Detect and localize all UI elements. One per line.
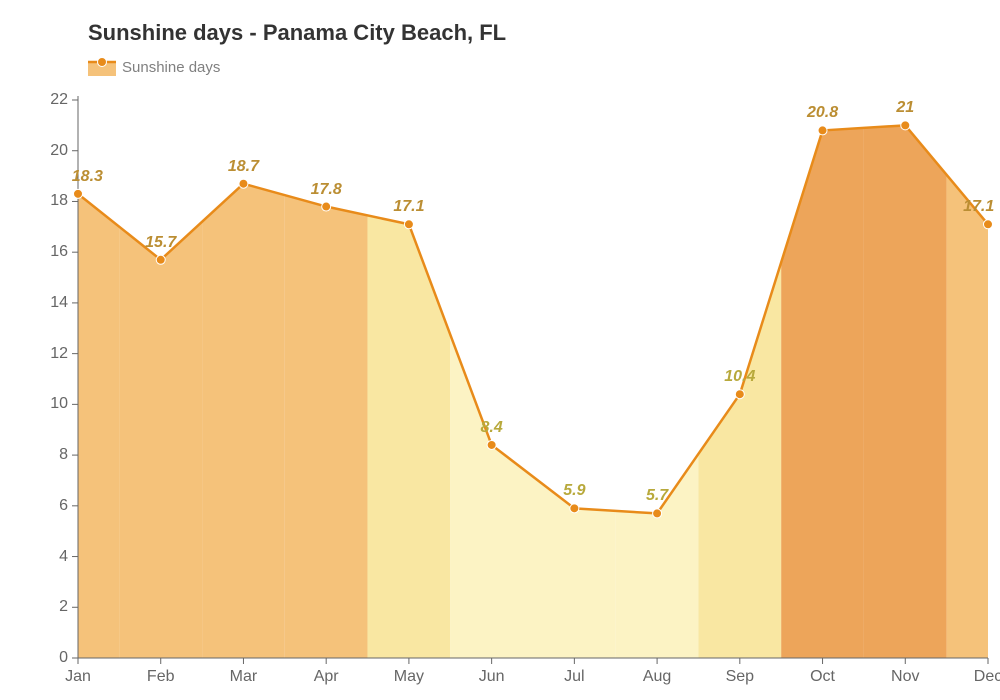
y-tick-label: 8 [30,446,68,464]
plot-area [0,0,1000,700]
y-tick-label: 14 [30,294,68,312]
x-tick-label: Aug [643,668,671,686]
y-tick-label: 18 [30,192,68,210]
data-point-label: 18.7 [228,158,259,176]
x-tick-label: Jul [564,668,584,686]
chart-container: Sunshine days - Panama City Beach, FL Su… [0,0,1000,700]
x-tick-label: Nov [891,668,919,686]
x-tick-label: Sep [726,668,754,686]
data-point-label: 20.8 [807,104,838,122]
x-tick-label: Jun [479,668,505,686]
y-tick-label: 4 [30,548,68,566]
data-point-label: 17.1 [963,198,994,216]
y-tick-label: 2 [30,598,68,616]
data-point-label: 5.9 [563,482,585,500]
x-tick-label: Dec [974,668,1000,686]
data-point-label: 8.4 [481,419,503,437]
y-tick-label: 0 [30,649,68,667]
y-tick-label: 16 [30,243,68,261]
data-point-label: 17.8 [311,181,342,199]
x-tick-label: Jan [65,668,91,686]
y-tick-label: 10 [30,395,68,413]
x-tick-label: Oct [810,668,835,686]
y-tick-label: 20 [30,142,68,160]
x-tick-label: May [394,668,424,686]
data-point-label: 10.4 [724,368,755,386]
data-point-label: 15.7 [145,234,176,252]
y-tick-label: 6 [30,497,68,515]
y-tick-label: 22 [30,91,68,109]
x-tick-label: Feb [147,668,175,686]
y-tick-label: 12 [30,345,68,363]
x-tick-label: Apr [314,668,339,686]
data-point-label: 21 [896,99,914,117]
x-tick-label: Mar [230,668,258,686]
data-point-label: 17.1 [393,198,424,216]
data-point-label: 18.3 [72,168,103,186]
data-point-label: 5.7 [646,487,668,505]
